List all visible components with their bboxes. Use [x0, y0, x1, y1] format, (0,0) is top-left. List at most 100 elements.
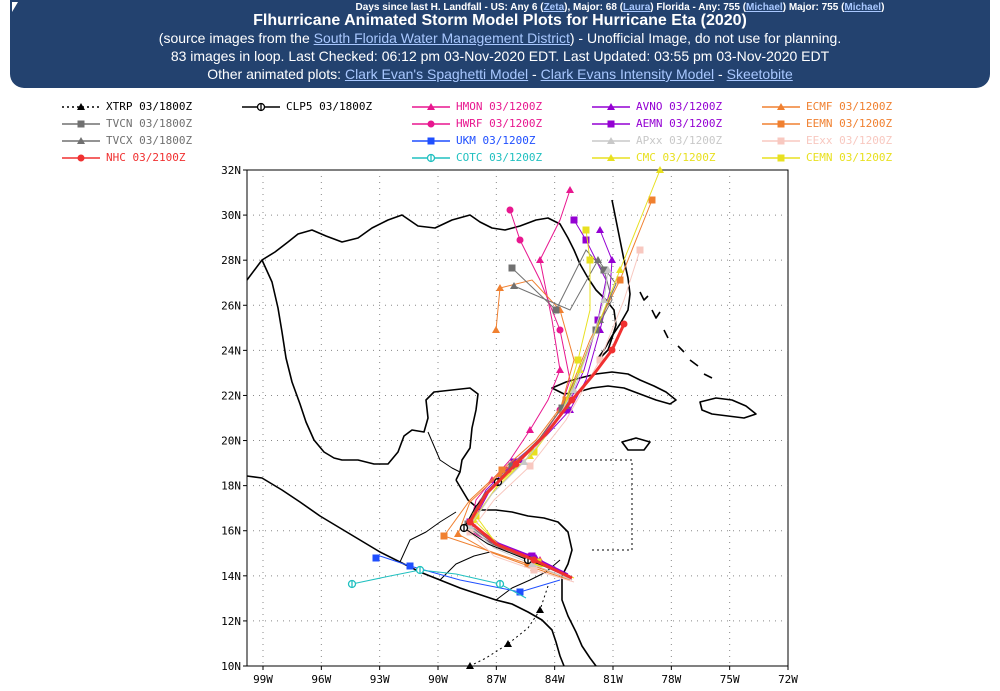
- legend-swatch-icon: [592, 153, 630, 161]
- legend-item-avno: AVNO 03/1200Z: [590, 100, 722, 113]
- spaghetti-model-link[interactable]: Clark Evan's Spaghetti Model: [344, 66, 529, 82]
- legend-swatch-icon: [592, 136, 630, 144]
- legend-label: CEMN 03/1200Z: [806, 151, 893, 164]
- longitude-labels: 99W 96W 93W 90W 87W 84W 81W 78W 75W 72W: [253, 673, 798, 686]
- lon-label: 99W: [253, 673, 273, 686]
- legend-label: EExx 03/1200Z: [806, 134, 893, 147]
- legend-swatch-icon: [762, 120, 800, 127]
- legend-swatch-icon: [762, 154, 800, 161]
- legend-label: HMON 03/1200Z: [456, 100, 543, 113]
- storm-track-map: 32N 30N 28N 26N 24N 22N 20N 18N 16N 14N 12N 10N 99W…: [221, 164, 798, 686]
- lat-label: 20N: [221, 435, 241, 448]
- lat-lon-grid: [243, 169, 789, 670]
- lat-label: 22N: [221, 389, 241, 402]
- legend-item-cemn: CEMN 03/1200Z: [760, 151, 892, 164]
- legend-label: COTC 03/1200Z: [456, 151, 543, 164]
- lon-label: 75W: [720, 673, 740, 686]
- hispaniola-outline: [699, 397, 757, 419]
- lat-label: 30N: [221, 209, 241, 222]
- honduras-caribbean-coast: [455, 479, 597, 667]
- legend-item-tvcn: TVCN 03/1800Z: [60, 117, 192, 130]
- michael-link[interactable]: Michael: [746, 2, 783, 13]
- mouse-cursor-icon: [12, 2, 18, 12]
- legend-item-hwrf: HWRF 03/1200Z: [410, 117, 542, 130]
- lon-label: 84W: [545, 673, 565, 686]
- legend-item-ukm: UKM 03/1200Z: [410, 134, 535, 147]
- legend-label: AVNO 03/1200Z: [636, 100, 723, 113]
- legend-item-apxx: APxx 03/1200Z: [590, 134, 722, 147]
- header-banner: Days since last H. Landfall - US: Any 6 …: [10, 0, 990, 88]
- legend-swatch-icon: [412, 137, 450, 144]
- intensity-model-link[interactable]: Clark Evans Intensity Model: [540, 66, 715, 82]
- sfwmd-link[interactable]: South Florida Water Management District: [313, 30, 570, 46]
- legend-swatch-icon: [412, 153, 450, 162]
- other-plots-line: Other animated plots: Clark Evan's Spagh…: [207, 66, 793, 82]
- lon-label: 90W: [428, 673, 448, 686]
- legend-label: AEMN 03/1200Z: [636, 117, 723, 130]
- source-line: (source images from the South Florida Wa…: [158, 30, 842, 46]
- legend-item-tvcx: TVCX 03/1800Z: [60, 134, 192, 147]
- lat-label: 18N: [221, 480, 241, 493]
- legend-swatch-icon: [62, 136, 100, 144]
- legend-swatch-icon: [412, 120, 450, 127]
- legend-item-aemn: AEMN 03/1200Z: [590, 117, 722, 130]
- lon-label: 78W: [661, 673, 681, 686]
- legend-swatch-icon: [62, 102, 100, 110]
- jamaica-outline: [621, 437, 651, 451]
- mexico-coast: [261, 259, 479, 481]
- legend-item-ecmf: ECMF 03/1200Z: [760, 100, 892, 113]
- legend-label: UKM 03/1200Z: [456, 134, 536, 147]
- yucatan-border: [427, 431, 461, 473]
- legend-item-eexx: EExx 03/1200Z: [760, 134, 892, 147]
- lat-label: 28N: [221, 254, 241, 267]
- lon-label: 96W: [311, 673, 331, 686]
- lon-label: 81W: [603, 673, 623, 686]
- legend-item-hmon: HMON 03/1200Z: [410, 100, 542, 113]
- lon-label: 87W: [486, 673, 506, 686]
- legend-item-eemn: EEMN 03/1200Z: [760, 117, 892, 130]
- legend-swatch-icon: [62, 120, 100, 127]
- gulf-coast-outline: [246, 214, 617, 359]
- legend-label: TVCX 03/1800Z: [106, 134, 193, 147]
- zeta-link[interactable]: Zeta: [543, 2, 565, 13]
- model-legend: XTRP 03/1800Z CLP5 03/1800Z HMON 03/1200Z A…: [60, 100, 960, 164]
- cayman-box: [560, 459, 633, 551]
- legend-label: CMC 03/1200Z: [636, 151, 716, 164]
- lat-label: 14N: [221, 570, 241, 583]
- lat-label: 10N: [221, 660, 241, 673]
- legend-swatch-icon: [762, 102, 800, 110]
- legend-label: XTRP 03/1800Z: [106, 100, 193, 113]
- legend-swatch-icon: [242, 102, 280, 111]
- legend-label: APxx 03/1200Z: [636, 134, 723, 147]
- coastlines: [246, 199, 757, 667]
- map-frame: [246, 169, 789, 667]
- skeetobite-link[interactable]: Skeetobite: [726, 66, 793, 82]
- legend-item-cotc: COTC 03/1200Z: [410, 151, 542, 164]
- legend-item-cmc: CMC 03/1200Z: [590, 151, 715, 164]
- legend-swatch-icon: [592, 102, 630, 110]
- bahamas-islands: [639, 291, 713, 379]
- legend-label: HWRF 03/1200Z: [456, 117, 543, 130]
- legend-item-clp5: CLP5 03/1800Z: [240, 100, 372, 113]
- lat-label: 12N: [221, 615, 241, 628]
- laura-link[interactable]: Laura: [623, 2, 651, 13]
- legend-swatch-icon: [762, 137, 800, 144]
- status-line: 83 images in loop. Last Checked: 06:12 p…: [170, 48, 830, 64]
- lat-label: 32N: [221, 164, 241, 177]
- legend-label: CLP5 03/1800Z: [286, 100, 373, 113]
- michael-major-link[interactable]: Michael: [844, 2, 882, 13]
- legend-label: NHC 03/2100Z: [106, 151, 186, 164]
- latitude-labels: 32N 30N 28N 26N 24N 22N 20N 18N 16N 14N 12N 10N: [221, 164, 241, 673]
- lat-label: 16N: [221, 525, 241, 538]
- lon-label: 93W: [370, 673, 390, 686]
- legend-swatch-icon: [412, 102, 450, 110]
- lat-label: 24N: [221, 344, 241, 357]
- legend-item-nhc: NHC 03/2100Z: [60, 151, 185, 164]
- florida-east-coast: [597, 199, 631, 359]
- cuba-outline: [551, 371, 677, 405]
- lat-label: 26N: [221, 299, 241, 312]
- legend-label: TVCN 03/1800Z: [106, 117, 193, 130]
- lon-label: 72W: [778, 673, 798, 686]
- model-tracks: [347, 166, 664, 669]
- page-title: Flhurricane Animated Storm Model Plots f…: [253, 12, 747, 29]
